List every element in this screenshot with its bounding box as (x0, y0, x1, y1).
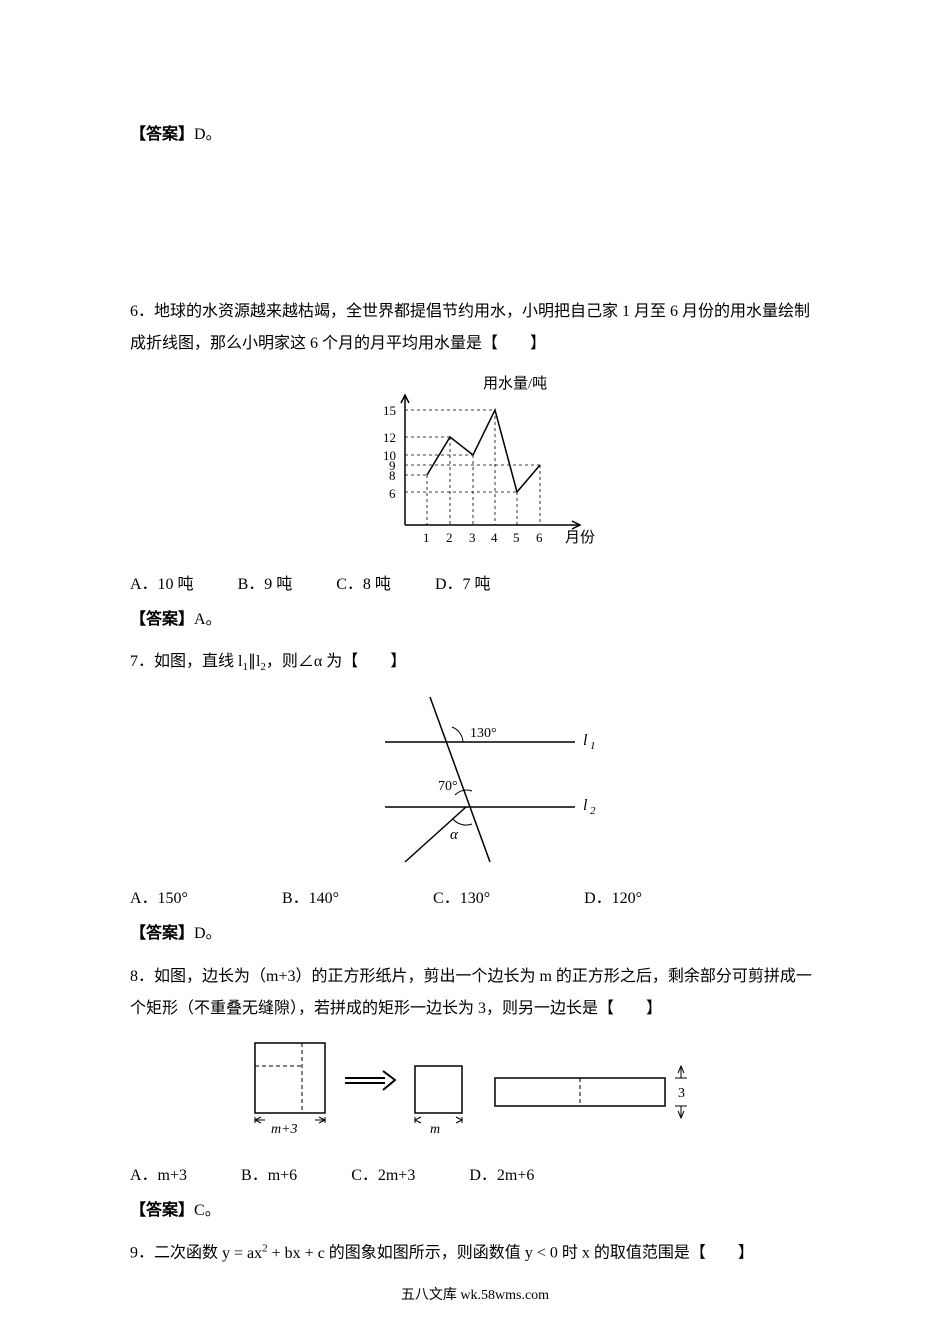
q9-text: 9．二次函数 y = ax2 + bx + c 的图象如图所示，则函数值 y <… (130, 1237, 820, 1269)
q9-formula1: y = ax2 + bx + c (222, 1245, 325, 1262)
q5-answer-value: D。 (194, 126, 222, 143)
q8-option-a: A．m+3 (130, 1162, 187, 1191)
angle-diagram-svg: l 1 l 2 130° 70° α (335, 687, 615, 867)
q7-options: A．150° B．140° C．130° D．120° (130, 885, 820, 914)
q9-formula2: y < 0 (525, 1245, 558, 1262)
ytick-6: 6 (389, 486, 396, 501)
label-m3: m+3 (271, 1122, 298, 1137)
l2-sub: 2 (590, 805, 596, 817)
xtick-1: 1 (423, 530, 430, 545)
q8-option-c: C．2m+3 (351, 1162, 415, 1191)
angle-alpha: α (450, 827, 459, 843)
q8-text: 8．如图，边长为（m+3）的正方形纸片，剪出一个边长为 m 的正方形之后，剩余部… (130, 961, 820, 1025)
q9-text-suffix: 时 x 的取值范围是【 】 (558, 1245, 754, 1262)
q7-text-prefix: 7．如图，直线 l (130, 653, 242, 670)
q6-option-d: D．7 吨 (435, 571, 491, 600)
q7-option-b: B．140° (282, 885, 339, 914)
q9-text-mid: 的图象如图所示，则函数值 (325, 1245, 525, 1262)
square-diagram-svg: m+3 m 3 (235, 1033, 715, 1143)
q6-options: A．10 吨 B．9 吨 C．8 吨 D．7 吨 (130, 571, 820, 600)
q7-answer: 【答案】D。 (130, 920, 820, 949)
q6-problem: 6．地球的水资源越来越枯竭，全世界都提倡节约用水，小明把自己家 1 月至 6 月… (130, 296, 820, 634)
label-3: 3 (678, 1086, 685, 1101)
label-m: m (430, 1122, 440, 1137)
q7-answer-value: D。 (194, 925, 222, 942)
ytick-12: 12 (383, 430, 396, 445)
q6-answer: 【答案】A。 (130, 606, 820, 635)
q7-text-mid2: ，则∠α 为【 】 (266, 653, 406, 670)
ytick-15: 15 (383, 403, 396, 418)
q9-problem: 9．二次函数 y = ax2 + bx + c 的图象如图所示，则函数值 y <… (130, 1237, 820, 1269)
angle-70: 70° (438, 779, 458, 794)
q8-answer-value: C。 (194, 1202, 221, 1219)
q5-answer-label: 【答案】 (130, 126, 194, 143)
q9-f1b: + bx + c (268, 1245, 325, 1262)
q6-option-b: B．9 吨 (238, 571, 293, 600)
angle-130: 130° (470, 726, 497, 741)
q7-option-c: C．130° (433, 885, 490, 914)
q6-text: 6．地球的水资源越来越枯竭，全世界都提倡节约用水，小明把自己家 1 月至 6 月… (130, 296, 820, 360)
q8-diagram: m+3 m 3 (130, 1033, 820, 1154)
xtick-3: 3 (469, 530, 476, 545)
q8-option-b: B．m+6 (241, 1162, 297, 1191)
spacing-gap (130, 156, 820, 296)
q8-options: A．m+3 B．m+6 C．2m+3 D．2m+6 (130, 1162, 820, 1191)
page-footer: 五八文库 wk.58wms.com (0, 1284, 950, 1304)
q7-text: 7．如图，直线 l1∥l2，则∠α 为【 】 (130, 646, 820, 678)
ytick-8: 8 (389, 468, 396, 483)
q7-diagram: l 1 l 2 130° 70° α (130, 687, 820, 878)
xtick-5: 5 (513, 530, 520, 545)
q7-option-d: D．120° (584, 885, 642, 914)
q7-problem: 7．如图，直线 l1∥l2，则∠α 为【 】 l 1 l 2 130° 70° … (130, 646, 820, 949)
q6-answer-value: A。 (194, 611, 222, 628)
q7-option-a: A．150° (130, 885, 188, 914)
l2-label: l (583, 797, 588, 814)
l1-sub: 1 (590, 740, 596, 752)
q6-chart: 用水量/吨 15 12 10 9 8 6 (130, 370, 820, 561)
q9-f1a: y = ax (222, 1245, 262, 1262)
q6-answer-label: 【答案】 (130, 611, 194, 628)
q7-text-mid1: ∥l (248, 653, 260, 670)
q8-problem: 8．如图，边长为（m+3）的正方形纸片，剪出一个边长为 m 的正方形之后，剩余部… (130, 961, 820, 1225)
q9-text-prefix: 9．二次函数 (130, 1245, 222, 1262)
xtick-4: 4 (491, 530, 498, 545)
chart-x-label: 月份 (565, 529, 595, 546)
q8-answer: 【答案】C。 (130, 1197, 820, 1226)
xtick-6: 6 (536, 530, 543, 545)
q5-answer: 【答案】D。 (130, 120, 820, 144)
chart-y-label: 用水量/吨 (483, 375, 547, 392)
l1-label: l (583, 732, 588, 749)
q8-option-d: D．2m+6 (469, 1162, 534, 1191)
q7-answer-label: 【答案】 (130, 925, 194, 942)
q6-option-a: A．10 吨 (130, 571, 194, 600)
xtick-2: 2 (446, 530, 453, 545)
q6-option-c: C．8 吨 (336, 571, 391, 600)
line-chart-svg: 用水量/吨 15 12 10 9 8 6 (335, 370, 615, 550)
q8-answer-label: 【答案】 (130, 1202, 194, 1219)
